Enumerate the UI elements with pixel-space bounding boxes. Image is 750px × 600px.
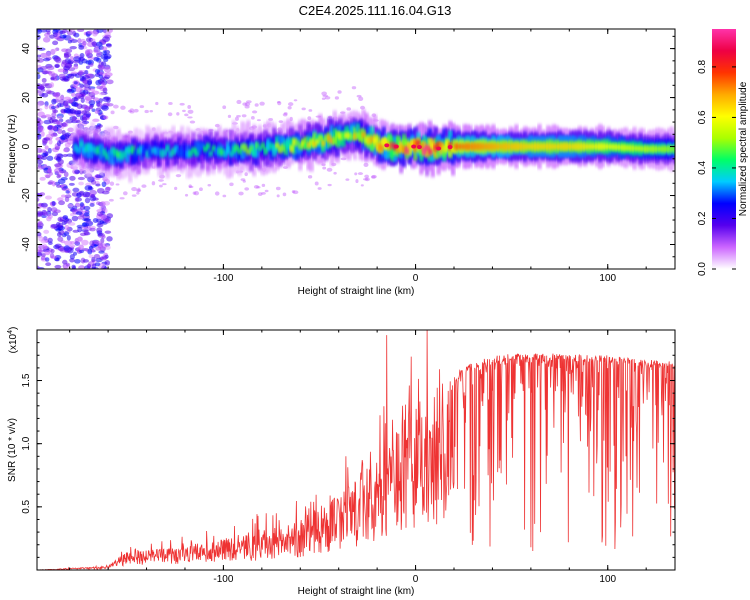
snr-panel: -100 0 100 0.5 1.0 1.5 Height of straight lin…	[7, 327, 676, 597]
spectrogram-ticks: -100 0 100 -40 -20 0 20 40	[21, 29, 675, 284]
x-tick-label: -100	[213, 574, 233, 585]
colorbar-gradient	[712, 29, 736, 269]
spectral-peak	[447, 145, 453, 150]
y-tick-label: -20	[21, 188, 32, 203]
y-tick-label: 0	[21, 143, 32, 149]
y-tick-label: 1.5	[21, 373, 32, 387]
x-tick-label: -100	[213, 273, 233, 284]
colorbar-tick-label: 0.8	[697, 60, 708, 74]
snr-series-line	[37, 330, 675, 570]
spectrogram-panel: -100 0 100 -40 -20 0 20 40 Height of straight l…	[7, 28, 676, 297]
snr-scale-exp: 4	[7, 330, 14, 334]
snr-ylabel: SNR (10 * v/v)	[7, 418, 18, 482]
spectrogram-ylabel: Frequency (Hz)	[7, 115, 18, 184]
x-tick-label: 0	[413, 273, 419, 284]
spectrogram-image	[37, 29, 675, 269]
snr-xlabel: Height of straight line (km)	[298, 586, 415, 597]
colorbar-label: Normalized spectral amplitude	[738, 81, 749, 216]
colorbar-tick-label: 0.0	[697, 262, 708, 276]
colorbar-tick-label: 0.6	[697, 110, 708, 124]
spectral-peak	[416, 145, 422, 150]
y-tick-label: 0.5	[21, 499, 32, 513]
x-tick-label: 100	[599, 273, 616, 284]
x-tick-label: 0	[413, 574, 419, 585]
y-tick-label: 40	[21, 43, 32, 55]
colorbar: 0.0 0.2 0.4 0.6 0.8 Normalized spectral ampl…	[697, 29, 749, 276]
spectral-peak	[436, 146, 442, 151]
snr-scale-label: (x104)	[7, 327, 19, 354]
snr-frame	[36, 329, 676, 571]
y-tick-label: -40	[21, 237, 32, 252]
colorbar-ticks: 0.0 0.2 0.4 0.6 0.8	[697, 60, 736, 276]
y-tick-label: 1.0	[21, 436, 32, 450]
spectral-peak	[384, 143, 390, 148]
spectral-peak	[393, 144, 399, 149]
chart-title: C2E4.2025.111.16.04.G13	[299, 3, 452, 18]
snr-ticks: -100 0 100 0.5 1.0 1.5	[21, 329, 675, 585]
colorbar-tick-label: 0.2	[697, 211, 708, 225]
y-tick-label: 20	[21, 92, 32, 104]
spectral-peak	[411, 144, 417, 149]
spectrogram-frame	[36, 28, 676, 270]
x-tick-label: 100	[599, 574, 616, 585]
spectrogram-xlabel: Height of straight line (km)	[298, 286, 415, 297]
colorbar-tick-label: 0.4	[697, 161, 708, 175]
snr-scale-base: (x10	[8, 333, 19, 353]
